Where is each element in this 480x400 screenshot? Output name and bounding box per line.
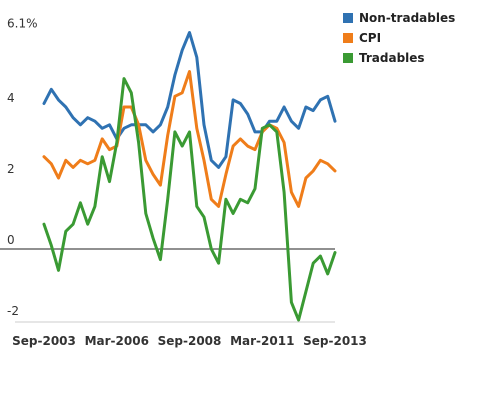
- y-tick-label: 0: [7, 233, 15, 247]
- x-tick-label: Mar-2006: [85, 334, 149, 348]
- x-tick-label: Sep-2013: [303, 334, 367, 348]
- legend-label: CPI: [359, 31, 382, 45]
- legend: Non-tradables CPI Tradables: [343, 8, 455, 68]
- legend-item: Tradables: [343, 48, 455, 68]
- series-line-non-tradables: [42, 31, 337, 169]
- legend-swatch: [343, 53, 353, 63]
- y-tick-label: 2: [7, 162, 15, 176]
- legend-item: CPI: [343, 28, 455, 48]
- y-tick-label: 4: [7, 91, 15, 105]
- series-line-tradables: [42, 77, 337, 322]
- legend-item: Non-tradables: [343, 8, 455, 28]
- x-axis-tick-labels: Sep-2003 Mar-2006 Sep-2008 Mar-2011 Sep-2013: [12, 334, 367, 348]
- series-line-cpi: [42, 70, 337, 208]
- legend-label: Tradables: [359, 51, 425, 65]
- x-tick-label: Sep-2008: [158, 334, 222, 348]
- y-tick-label: -2: [7, 304, 19, 318]
- legend-label: Non-tradables: [359, 11, 456, 25]
- series-lines: [42, 31, 337, 322]
- y-tick-label: 6.1%: [7, 16, 38, 30]
- x-tick-label: Sep-2003: [12, 334, 76, 348]
- y-axis-tick-labels: 6.1% 4 2 0 -2: [7, 16, 38, 318]
- x-tick-label: Mar-2011: [230, 334, 294, 348]
- legend-swatch: [343, 33, 353, 43]
- legend-swatch: [343, 13, 353, 23]
